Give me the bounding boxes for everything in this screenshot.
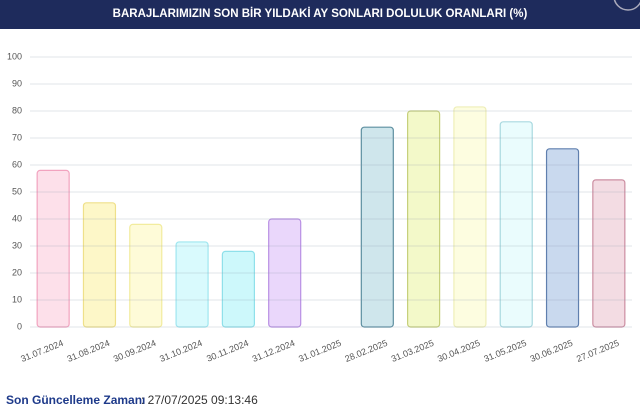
bar [545, 148, 580, 328]
title-bar [0, 0, 640, 29]
bar [221, 250, 255, 328]
y-tick-label: 100 [7, 51, 22, 61]
bar [592, 179, 626, 328]
chart-title: BARAJLARIMIZIN SON BİR YILDAKİ AY SONLAR… [113, 7, 528, 20]
x-tick-label: 31.01.2025 [297, 338, 343, 364]
footer-label: Son Güncelleme Zamanı [6, 393, 145, 407]
x-tick-label: 31.05.2025 [482, 338, 528, 364]
bar [453, 106, 487, 328]
x-tick-label: 31.08.2024 [66, 338, 112, 364]
bar [268, 218, 302, 328]
x-tick-label: 30.06.2025 [529, 338, 575, 364]
corner-icon [613, 0, 640, 11]
x-tick-label: 30.11.2024 [205, 338, 250, 364]
bar [360, 126, 394, 328]
x-tick-label: 28.02.2025 [343, 338, 389, 364]
footer-value: : 27/07/2025 09:13:46 [141, 393, 258, 407]
x-tick-label: 31.07.2024 [19, 338, 65, 364]
y-tick-label: 90 [12, 78, 22, 88]
y-tick-label: 50 [12, 186, 22, 196]
y-tick-label: 10 [12, 294, 22, 304]
y-tick-label: 80 [12, 105, 22, 115]
y-tick-label: 20 [12, 267, 22, 277]
x-tick-label: 31.10.2024 [158, 338, 204, 364]
bar [407, 110, 441, 328]
bar [36, 169, 70, 328]
bar [175, 241, 209, 328]
y-tick-label: 40 [12, 213, 22, 223]
x-tick-label: 31.12.2024 [251, 338, 297, 364]
bar [82, 202, 117, 328]
x-tick-label: 31.03.2025 [390, 338, 436, 364]
bar [499, 121, 533, 328]
bar [129, 223, 163, 328]
y-tick-label: 70 [12, 132, 22, 142]
x-tick-label: 30.04.2025 [436, 338, 482, 364]
x-tick-label: 27.07.2025 [575, 338, 621, 364]
y-tick-label: 60 [12, 159, 22, 169]
y-tick-label: 0 [17, 321, 22, 331]
y-tick-label: 30 [12, 240, 22, 250]
x-tick-label: 30.09.2024 [112, 338, 158, 364]
